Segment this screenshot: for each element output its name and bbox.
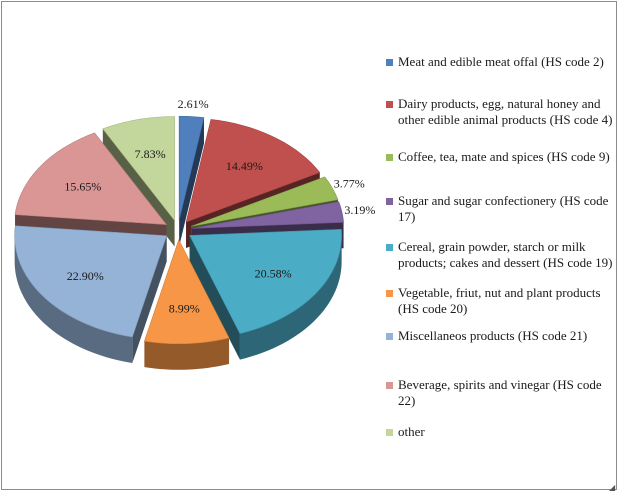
legend-swatch: [386, 101, 393, 108]
pie-slice-wall: [189, 235, 240, 360]
data-label-1: 2.61%: [178, 97, 209, 111]
data-label-9: 7.83%: [135, 147, 166, 161]
legend-label: Sugar and sugar confectionery (HS code 1…: [398, 193, 609, 224]
resize-grip-icon[interactable]: ◢: [609, 483, 616, 492]
legend-label: Coffee, tea, mate and spices (HS code 9): [398, 149, 610, 164]
legend-label: Dairy products, egg, natural honey and o…: [398, 96, 613, 127]
data-label-4: 3.19%: [344, 203, 375, 217]
pie-slice-side: [144, 337, 230, 370]
legend-item-2: Dairy products, egg, natural honey and o…: [386, 96, 616, 127]
pie-slice-top: [189, 228, 342, 334]
pie-slice-side: [239, 235, 342, 360]
pie-slice-wall: [132, 235, 167, 364]
pie-slice-top: [14, 225, 168, 338]
legend-item-6: Vegetable, friut, nut and plant products…: [386, 285, 616, 316]
legend-item-9: other: [386, 424, 616, 440]
legend-swatch: [386, 59, 393, 66]
legend-label: Beverage, spirits and vinegar (HS code 2…: [398, 377, 602, 408]
legend-swatch: [386, 154, 393, 161]
pie-chart: 2.61% 14.49% 3.77% 3.19% 20.58% 8.99% 22.90% 15…: [14, 97, 375, 370]
data-label-6: 8.99%: [169, 301, 200, 315]
pie-slice-top: [190, 176, 339, 227]
legend-swatch: [386, 333, 393, 340]
legend-item-4: Sugar and sugar confectionery (HS code 1…: [386, 193, 616, 224]
legend-label: Miscellaneos products (HS code 21): [398, 328, 588, 343]
legend-item-3: Coffee, tea, mate and spices (HS code 9): [386, 149, 616, 165]
pie-slice-1: [178, 115, 205, 247]
legend-item-8: Beverage, spirits and vinegar (HS code 2…: [386, 377, 616, 408]
pie-slice-top: [185, 119, 321, 223]
pie-slice-top: [102, 116, 175, 222]
legend-item-5: Cereal, grain powder, starch or milk pro…: [386, 239, 616, 270]
data-label-2: 14.49%: [226, 159, 263, 173]
legend-item-1: Meat and edible meat offal (HS code 2): [386, 54, 616, 70]
data-label-8: 15.65%: [64, 180, 101, 194]
pie-slice-5: [189, 228, 342, 360]
pie-slice-wall: [179, 117, 204, 247]
pie-slice-6: [144, 239, 230, 370]
pie-slice-top: [191, 201, 344, 229]
pie-slice-side: [14, 235, 133, 364]
legend-swatch: [386, 290, 393, 297]
legend-item-7: Miscellaneos products (HS code 21): [386, 328, 616, 344]
legend-label: other: [398, 424, 425, 439]
legend-label: Vegetable, friut, nut and plant products…: [398, 285, 601, 316]
pie-slice-7: [14, 225, 168, 364]
legend-label: Meat and edible meat offal (HS code 2): [398, 54, 604, 69]
legend-swatch: [386, 429, 393, 436]
data-label-5: 20.58%: [255, 266, 292, 280]
pie-slice-top: [144, 239, 230, 345]
pie-slice-top: [14, 132, 167, 225]
data-label-7: 22.90%: [67, 269, 104, 283]
pie-slice-top: [178, 115, 205, 221]
legend-label: Cereal, grain powder, starch or milk pro…: [398, 239, 613, 270]
legend-swatch: [386, 382, 393, 389]
legend-swatch: [386, 198, 393, 205]
legend-swatch: [386, 244, 393, 251]
data-label-3: 3.77%: [334, 176, 365, 190]
